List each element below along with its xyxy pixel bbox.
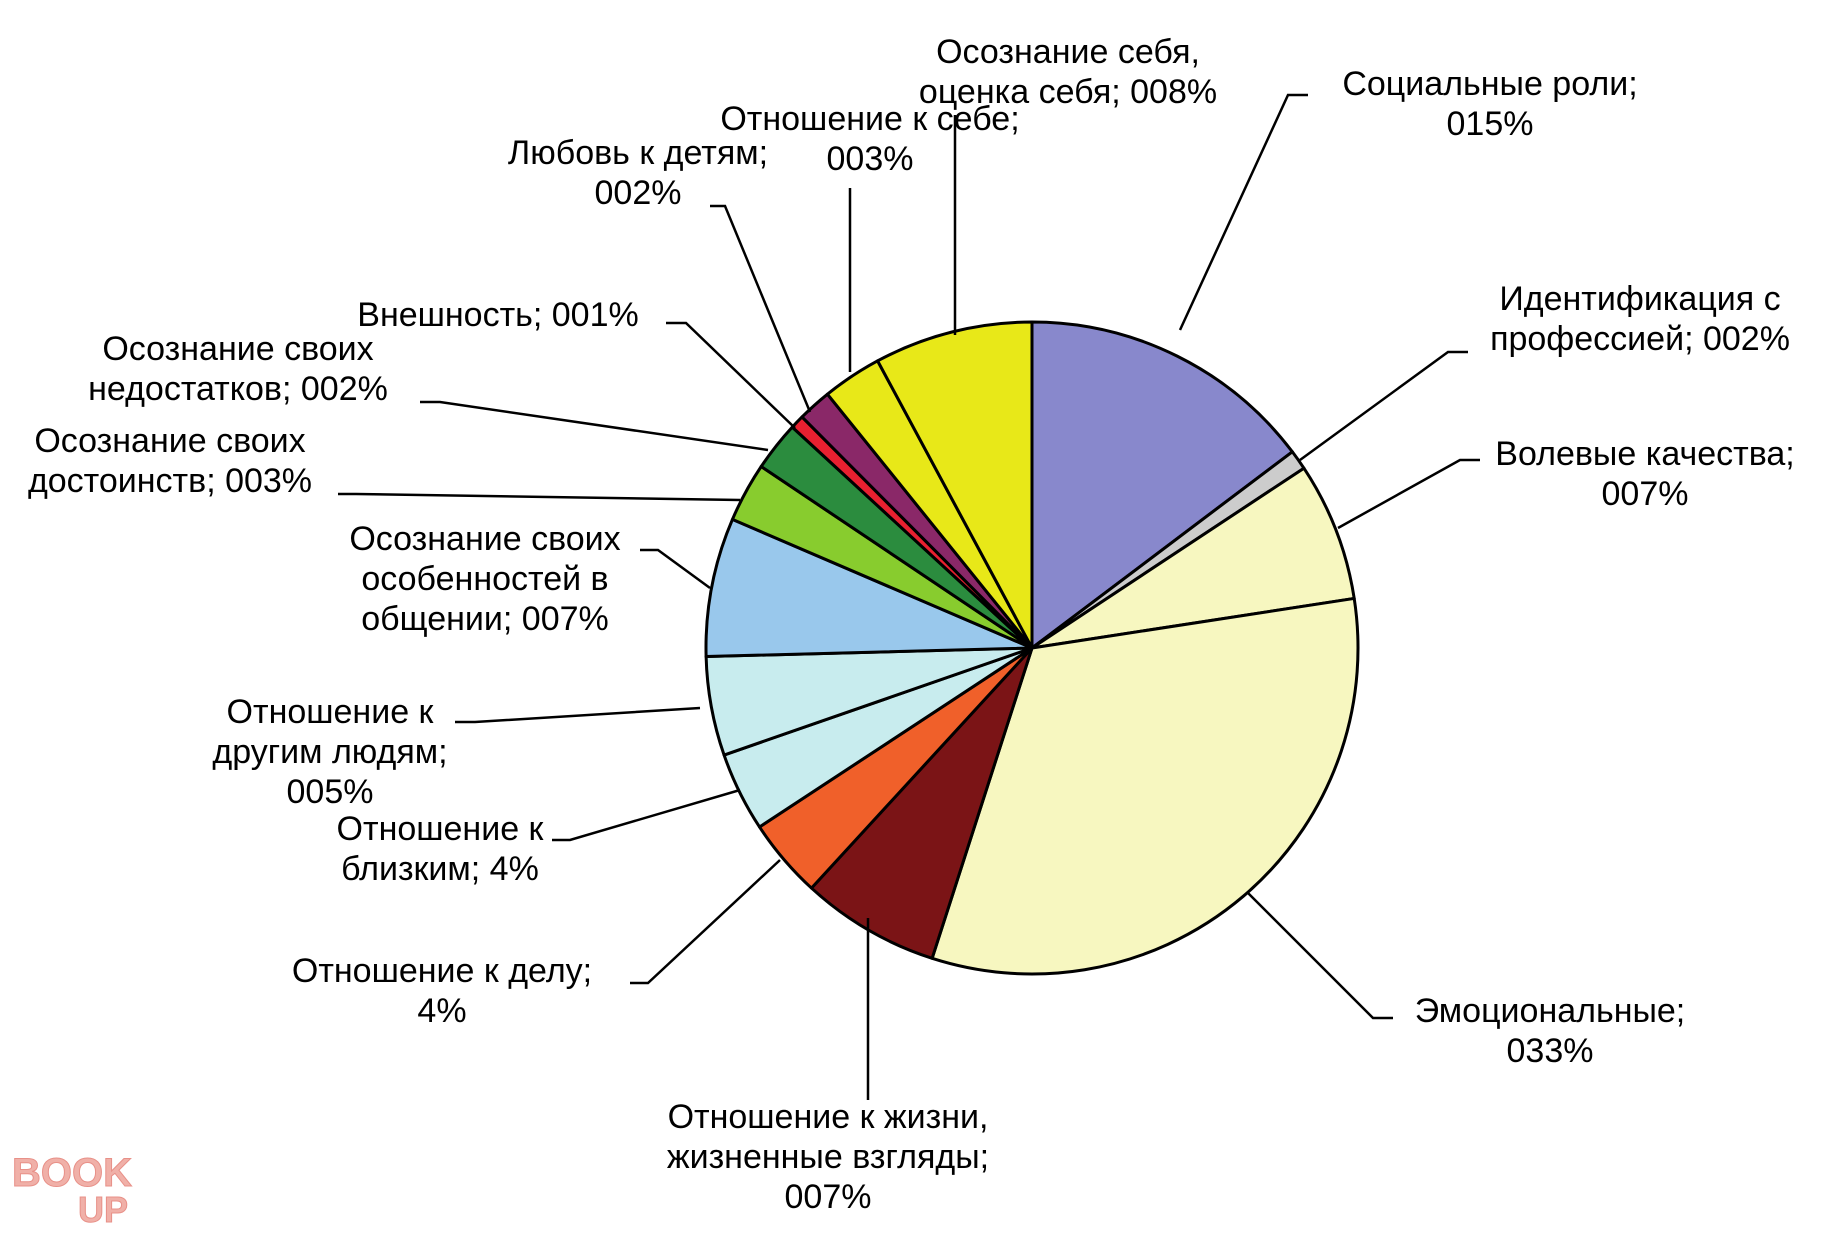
- slice-label-line: Отношение к: [227, 693, 435, 731]
- slice-label-vol: Волевые качества; 007%: [1495, 435, 1794, 513]
- pie-slice-soc: [1030, 320, 1294, 650]
- slice-label-line: другим людям;: [212, 733, 447, 771]
- slice-label-line: Отношение к делу;: [292, 952, 592, 990]
- leader-line-emo: [1247, 892, 1393, 1020]
- slice-label-work: Отношение к делу; 4%: [292, 952, 592, 1030]
- leader-line-ident: [1299, 350, 1468, 462]
- leader-line-comm: [640, 548, 711, 590]
- leader-line-merit: [338, 492, 741, 502]
- slice-label-line: Любовь к детям;: [508, 134, 768, 172]
- slice-label-line: Эмоциональные;: [1415, 992, 1686, 1030]
- leader-line-work: [630, 859, 781, 985]
- slice-label-line: 002%: [595, 174, 682, 212]
- slice-label-line: профессией; 002%: [1490, 320, 1790, 358]
- slice-label-selfa: Осознание себя, оценка себя; 008%: [919, 33, 1217, 111]
- slice-label-line: Осознание себя,: [936, 33, 1200, 71]
- slice-label-soc: Социальные роли; 015%: [1342, 65, 1637, 143]
- slice-label-comm: Осознание своих особенностей в общении; 00…: [349, 520, 620, 638]
- slice-label-line: оценка себя; 008%: [919, 73, 1217, 111]
- slice-label-line: 4%: [417, 992, 466, 1030]
- leader-line-close: [552, 788, 741, 842]
- slice-label-emo: Эмоциональные; 033%: [1415, 992, 1686, 1070]
- slice-label-line: Осознание своих: [34, 422, 305, 460]
- slice-label-line: недостатков; 002%: [88, 370, 388, 408]
- watermark-logo: BOOK UP: [12, 1151, 133, 1229]
- slice-label-line: жизненные взгляды;: [667, 1138, 989, 1176]
- slice-label-line: Идентификация с: [1499, 280, 1780, 318]
- slice-labels: Социальные роли; 015% Идентификация с профе…: [28, 33, 1795, 1216]
- slice-label-line: общении; 007%: [361, 600, 609, 638]
- slice-label-line: Волевые качества;: [1495, 435, 1794, 473]
- slice-label-line: Отношение к жизни,: [668, 1098, 989, 1136]
- leader-line-flaw: [420, 400, 769, 452]
- watermark-line2: UP: [78, 1189, 128, 1228]
- slice-label-kids: Любовь к детям; 002%: [508, 134, 768, 212]
- slice-label-selfr: Отношение к себе; 003%: [720, 100, 1019, 178]
- slice-label-line: близким; 4%: [341, 850, 539, 888]
- leader-line-soc: [1178, 93, 1308, 331]
- slice-label-line: достоинств; 003%: [28, 462, 312, 500]
- slice-label-merit: Осознание своих достоинств; 003%: [28, 422, 312, 500]
- slice-label-line: Внешность; 001%: [357, 296, 638, 334]
- pie-slice-selfa: [876, 320, 1034, 650]
- pie-slice-comm: [704, 517, 1034, 659]
- slice-label-line: Отношение к себе;: [720, 100, 1019, 138]
- slice-label-line: 015%: [1447, 105, 1534, 143]
- slice-label-line: Отношение к: [337, 810, 545, 848]
- slice-label-flaw: Осознание своих недостатков; 002%: [88, 330, 388, 408]
- leader-line-look: [666, 321, 796, 429]
- slice-label-life: Отношение к жизни, жизненные взгляды; 007%: [667, 1098, 989, 1216]
- leader-line-kids: [710, 204, 812, 413]
- leader-lines: [338, 93, 1480, 1100]
- pie-slices: [704, 320, 1360, 976]
- slice-label-line: особенностей в: [361, 560, 608, 598]
- leader-line-vol: [1337, 458, 1480, 530]
- pie-slice-emo: [930, 596, 1360, 976]
- slice-label-line: 033%: [1507, 1032, 1594, 1070]
- slice-label-look: Внешность; 001%: [357, 296, 638, 334]
- slice-label-other: Отношение к другим людям; 005%: [212, 693, 447, 811]
- slice-label-line: 003%: [827, 140, 914, 178]
- slice-label-line: Осознание своих: [349, 520, 620, 558]
- watermark-line1: BOOK: [12, 1151, 132, 1195]
- slice-label-line: Социальные роли;: [1342, 65, 1637, 103]
- slice-label-line: 005%: [287, 773, 374, 811]
- leader-line-other: [455, 706, 701, 724]
- slice-label-line: 007%: [785, 1178, 872, 1216]
- slice-label-line: Осознание своих: [102, 330, 373, 368]
- slice-label-close: Отношение к близким; 4%: [337, 810, 545, 888]
- pie-slice-vol: [1030, 466, 1356, 650]
- slice-label-line: 007%: [1602, 475, 1689, 513]
- slice-label-ident: Идентификация с профессией; 002%: [1490, 280, 1790, 358]
